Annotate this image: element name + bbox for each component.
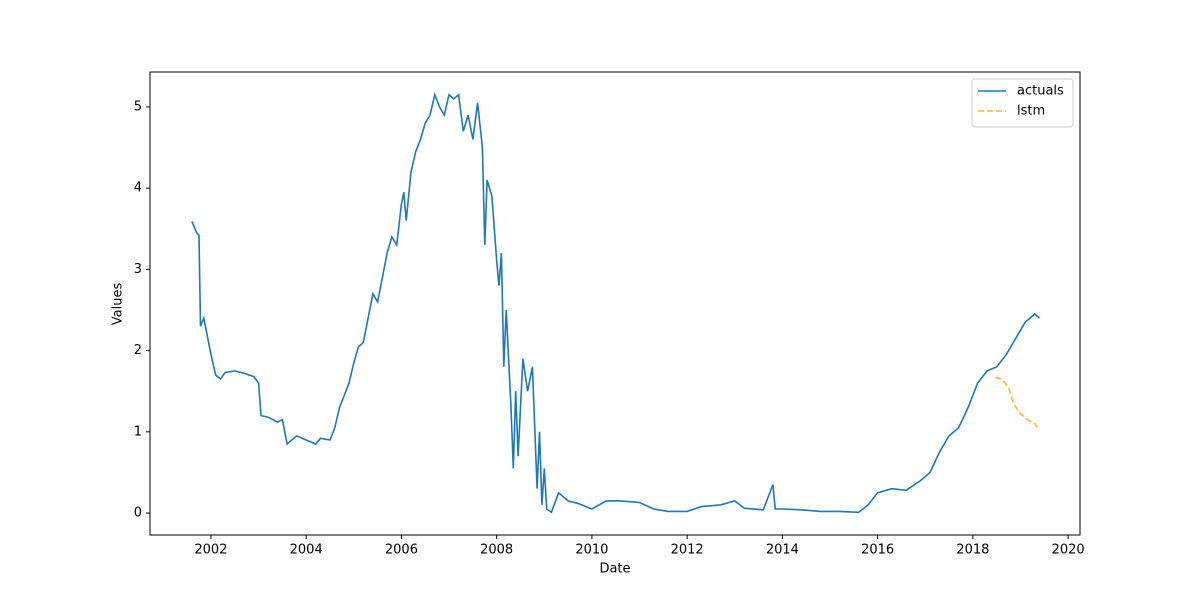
x-axis-label: Date — [599, 562, 630, 577]
x-tick-label: 2020 — [1052, 543, 1085, 558]
legend: actuals lstm — [971, 78, 1074, 128]
data-line — [995, 376, 1039, 429]
x-tick-label: 2010 — [575, 543, 608, 558]
x-tick-label: 2008 — [480, 543, 513, 558]
x-tick-label: 2014 — [766, 543, 799, 558]
y-tick-label: 2 — [134, 343, 142, 358]
y-axis-label: Values — [111, 283, 126, 326]
y-tick-label: 3 — [134, 262, 142, 277]
data-line — [191, 91, 1041, 514]
y-tick-label: 1 — [134, 424, 142, 439]
x-tick-label: 2018 — [956, 543, 989, 558]
x-tick-label: 2004 — [290, 543, 323, 558]
y-tick-label: 5 — [134, 99, 142, 114]
y-tick-label: 4 — [134, 181, 142, 196]
x-tick-label: 2016 — [861, 543, 894, 558]
legend-label: lstm — [1017, 104, 1045, 119]
x-tick-label: 2006 — [385, 543, 418, 558]
plot-frame — [149, 71, 1081, 536]
x-tick-label: 2002 — [194, 543, 227, 558]
legend-label: actuals — [1017, 84, 1064, 99]
y-tick-label: 0 — [134, 506, 142, 521]
x-tick-label: 2012 — [671, 543, 704, 558]
